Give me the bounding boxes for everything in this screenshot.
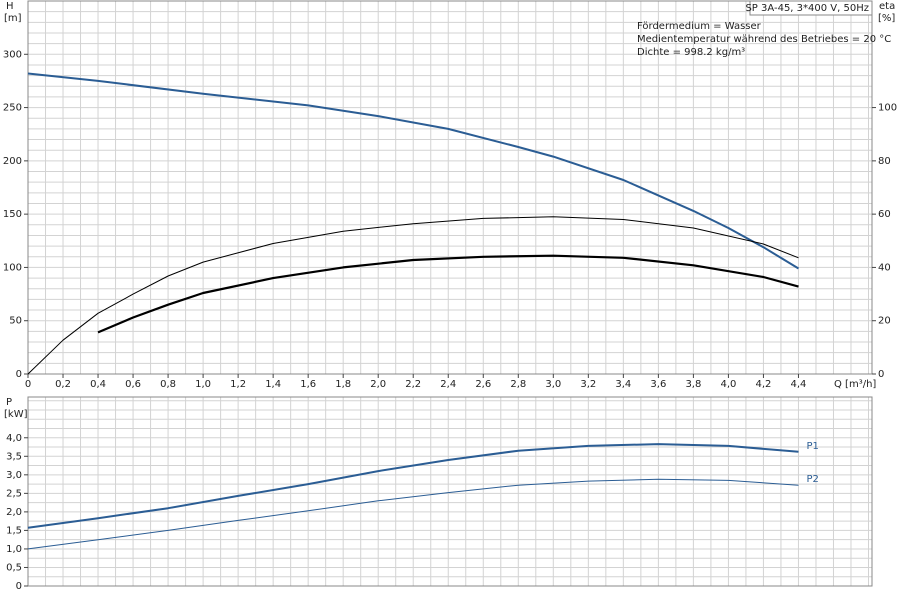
curve bbox=[27, 216, 799, 375]
y-tick-label: 3,0 bbox=[6, 470, 22, 481]
x-tick-label: 1,2 bbox=[230, 379, 246, 390]
series-label: P2 bbox=[806, 474, 818, 485]
curve bbox=[97, 254, 799, 334]
x-tick-label: 0,8 bbox=[160, 379, 176, 390]
y-tick-label: 0 bbox=[16, 581, 22, 592]
x-tick-label: 4,2 bbox=[755, 379, 771, 390]
annotation: Fördermedium = Wasser bbox=[637, 21, 762, 32]
x-tick-label: 1,6 bbox=[300, 379, 316, 390]
curve bbox=[27, 72, 800, 270]
x-tick-label: 2,8 bbox=[510, 379, 526, 390]
y-tick-label: 300 bbox=[3, 49, 22, 60]
y-axis-label: H bbox=[6, 1, 14, 12]
y2-tick-label: 80 bbox=[878, 156, 891, 167]
y2-axis-unit: [%] bbox=[878, 13, 895, 24]
x-tick-label: 2,2 bbox=[405, 379, 421, 390]
y-axis-label: P bbox=[6, 397, 12, 408]
y2-tick-label: 40 bbox=[878, 262, 891, 273]
y-tick-label: 0,5 bbox=[6, 562, 22, 573]
y-tick-label: 1,5 bbox=[6, 525, 22, 536]
curve bbox=[27, 478, 799, 550]
y2-tick-label: 60 bbox=[878, 209, 891, 220]
annotation: Medientemperatur während des Betriebes =… bbox=[637, 34, 891, 45]
y-tick-label: 250 bbox=[3, 103, 22, 114]
y-tick-label: 0 bbox=[16, 369, 22, 380]
x-tick-label: 4,4 bbox=[791, 379, 807, 390]
x-tick-label: 0,6 bbox=[125, 379, 141, 390]
y2-tick-label: 20 bbox=[878, 316, 891, 327]
x-tick-label: 0 bbox=[25, 379, 31, 390]
curve bbox=[27, 443, 799, 529]
y-tick-label: 100 bbox=[3, 262, 22, 273]
y-tick-label: 1,0 bbox=[6, 544, 22, 555]
y-tick-label: 200 bbox=[3, 156, 22, 167]
x-tick-label: 3,0 bbox=[545, 379, 561, 390]
y2-tick-label: 0 bbox=[878, 369, 884, 380]
y2-tick-label: 100 bbox=[878, 103, 897, 114]
y-tick-label: 50 bbox=[9, 316, 22, 327]
x-tick-label: 0,2 bbox=[55, 379, 71, 390]
x-tick-label: 3,6 bbox=[650, 379, 666, 390]
x-tick-label: 4,0 bbox=[720, 379, 736, 390]
annotation: Dichte = 998.2 kg/m³ bbox=[637, 47, 745, 58]
x-tick-label: 3,4 bbox=[615, 379, 631, 390]
info-box bbox=[749, 0, 873, 16]
x-tick-label: 3,2 bbox=[580, 379, 596, 390]
y-tick-label: 3,5 bbox=[6, 451, 22, 462]
x-axis-label: Q [m³/h] bbox=[834, 379, 876, 390]
x-tick-label: 1,0 bbox=[195, 379, 211, 390]
x-tick-label: 1,8 bbox=[335, 379, 351, 390]
y-axis-unit: [kW] bbox=[4, 409, 28, 420]
x-tick-label: 2,0 bbox=[370, 379, 386, 390]
y-tick-label: 150 bbox=[3, 209, 22, 220]
y-tick-label: 4,0 bbox=[6, 433, 22, 444]
plot-frame bbox=[27, 0, 873, 375]
x-tick-label: 1,4 bbox=[265, 379, 281, 390]
x-tick-label: 2,4 bbox=[440, 379, 456, 390]
series-label: P1 bbox=[806, 441, 818, 452]
info-box-text: SP 3A-45, 3*400 V, 50Hz bbox=[745, 3, 869, 14]
x-tick-label: 2,6 bbox=[475, 379, 491, 390]
x-tick-label: 0,4 bbox=[90, 379, 106, 390]
x-tick-label: 3,8 bbox=[685, 379, 701, 390]
y-axis-unit: [m] bbox=[4, 13, 22, 24]
plot-frame bbox=[27, 396, 873, 587]
y-tick-label: 2,0 bbox=[6, 507, 22, 518]
y-tick-label: 2,5 bbox=[6, 488, 22, 499]
y2-axis-label: eta bbox=[879, 1, 895, 12]
